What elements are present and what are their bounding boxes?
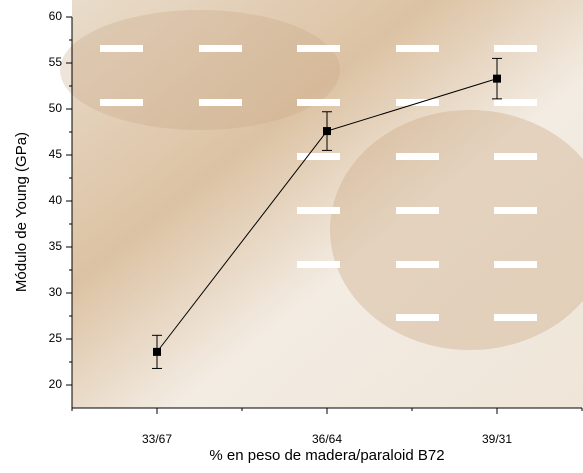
y-tick-label: 60: [49, 9, 63, 23]
background-shape: [330, 110, 583, 350]
background-shape: [60, 10, 340, 130]
data-point: [493, 74, 501, 83]
data-point: [323, 127, 331, 136]
x-tick-label: 33/67: [142, 432, 172, 446]
y-tick-label: 50: [49, 101, 63, 115]
y-tick-label: 30: [49, 285, 63, 299]
y-tick-label: 55: [49, 55, 63, 69]
y-tick-label: 40: [49, 193, 63, 207]
background-dashes: [100, 45, 537, 321]
y-tick-label: 25: [49, 331, 63, 345]
y-tick-label: 35: [49, 239, 63, 253]
data-point: [153, 347, 161, 356]
y-tick-label: 20: [49, 377, 63, 391]
y-axis-title: Módulo de Young (GPa): [13, 132, 30, 292]
x-axis-title: % en peso de madera/paraloid B72: [209, 447, 444, 464]
x-tick-label: 39/31: [482, 432, 512, 446]
bottom-margin: [0, 408, 583, 473]
x-tick-label: 36/64: [312, 432, 342, 446]
y-tick-label: 45: [49, 147, 63, 161]
